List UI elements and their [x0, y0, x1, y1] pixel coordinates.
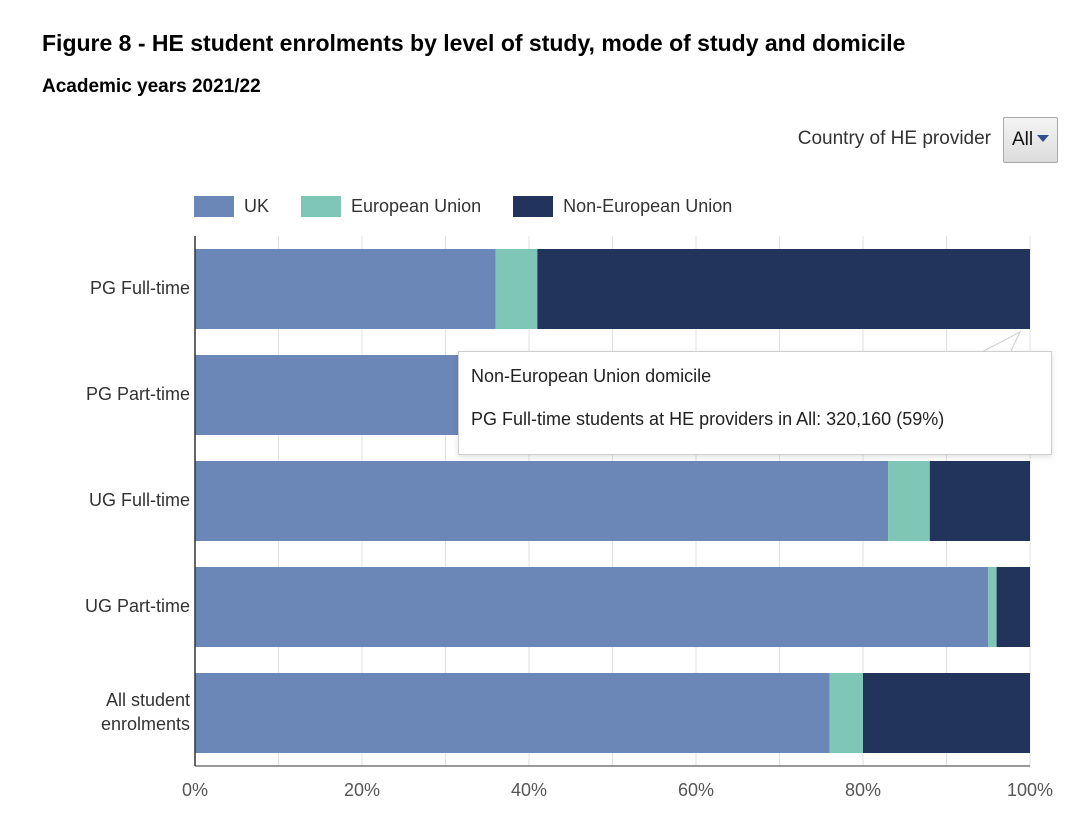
category-label: All student enrolments: [101, 690, 190, 734]
x-tick-label: 60%: [678, 780, 714, 800]
chevron-down-icon: [1037, 134, 1050, 142]
tooltip-body: PG Full-time students at HE providers in…: [471, 409, 945, 429]
bar-segment-eu[interactable]: [495, 249, 538, 329]
country-filter-select[interactable]: All: [1003, 117, 1058, 163]
chart-title: Figure 8 - HE student enrolments by leve…: [42, 30, 906, 56]
legend-item-non-eu[interactable]: Non-European Union: [513, 196, 732, 217]
legend-swatch-eu: [301, 196, 342, 217]
category-label: UG Full-time: [89, 490, 190, 510]
bar-segment-uk[interactable]: [195, 673, 830, 753]
bar-segment-non-eu[interactable]: [996, 567, 1030, 647]
x-tick-label: 80%: [845, 780, 881, 800]
legend-label-eu: European Union: [351, 196, 482, 216]
legend-swatch-uk: [194, 196, 234, 217]
chart-tooltip: Non-European Union domicile PG Full-time…: [458, 351, 1052, 455]
x-tick-label: 0%: [182, 780, 208, 800]
x-tick-label: 100%: [1007, 780, 1053, 800]
legend-label-non-eu: Non-European Union: [563, 196, 733, 216]
country-filter-label: Country of HE provider: [797, 128, 991, 149]
chart-legend: UK European Union Non-European Union: [194, 196, 764, 217]
bar-segment-eu[interactable]: [988, 567, 997, 647]
bar-segment-uk[interactable]: [195, 567, 989, 647]
bar-segment-non-eu[interactable]: [537, 249, 1030, 329]
bar-segment-non-eu[interactable]: [929, 461, 1030, 541]
category-label: PG Part-time: [86, 384, 190, 404]
legend-swatch-non-eu: [513, 196, 554, 217]
bar-segment-non-eu[interactable]: [863, 673, 1030, 753]
tooltip-title: Non-European Union domicile: [471, 366, 712, 386]
category-label: UG Part-time: [85, 596, 190, 616]
x-tick-label: 20%: [344, 780, 380, 800]
bar-segment-uk[interactable]: [195, 461, 889, 541]
legend-item-uk[interactable]: UK: [194, 196, 269, 217]
bar-segment-eu[interactable]: [888, 461, 930, 541]
legend-item-eu[interactable]: European Union: [301, 196, 481, 217]
legend-label-uk: UK: [244, 196, 270, 216]
bar-segment-eu[interactable]: [829, 673, 863, 753]
tooltip-pointer: [979, 330, 1022, 355]
country-filter-value: All: [1011, 129, 1034, 150]
chart-subtitle: Academic years 2021/22: [42, 76, 261, 97]
bar-segment-uk[interactable]: [195, 249, 496, 329]
category-label: PG Full-time: [90, 278, 190, 298]
x-tick-label: 40%: [511, 780, 547, 800]
